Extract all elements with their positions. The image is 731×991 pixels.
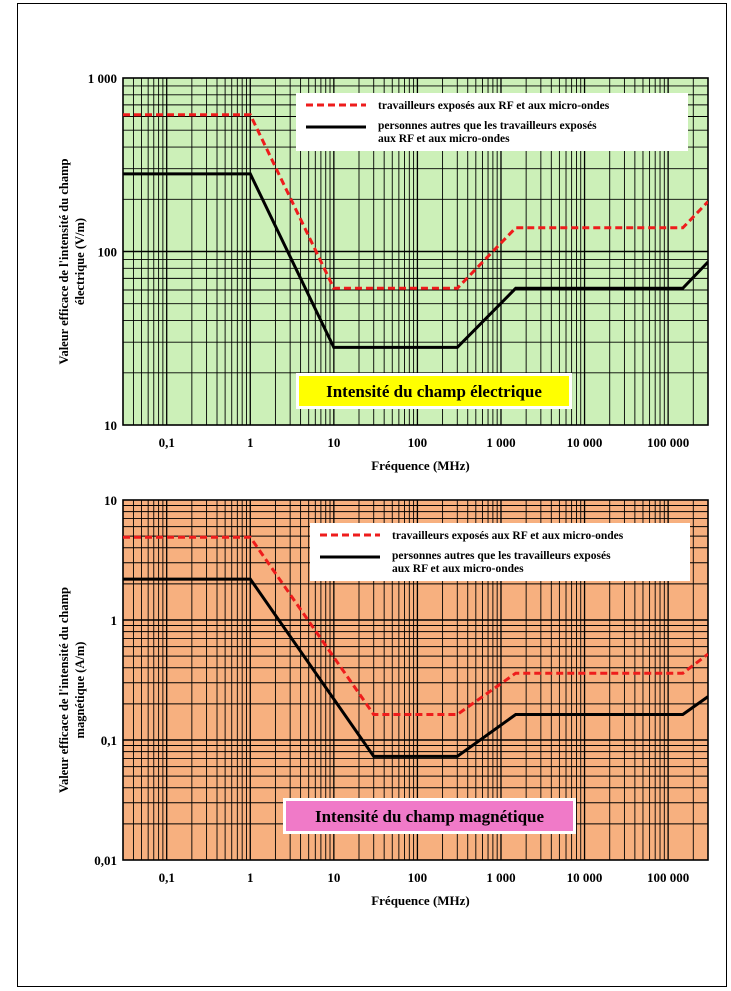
legend-label: travailleurs exposés aux RF et aux micro… (378, 100, 610, 112)
annotation-text: Intensité du champ électrique (326, 382, 542, 401)
x-tick-label: 100 000 (647, 435, 689, 450)
y-tick-label: 100 (98, 245, 118, 260)
y-axis-title-line: Valeur efficace de l'intensité du champ (57, 587, 71, 793)
x-tick-label: 1 (247, 435, 254, 450)
annotation: Intensité du champ magnétique (283, 798, 576, 834)
annotation: Intensité du champ électrique (296, 373, 572, 409)
series-group (123, 535, 708, 758)
x-tick-label: 1 000 (486, 870, 515, 885)
y-axis-title: Valeur efficace de l'intensité du champ m… (57, 587, 87, 793)
legend: travailleurs exposés aux RF et aux micro… (296, 93, 688, 151)
legend-box (310, 523, 690, 581)
x-axis-title: Fréquence (MHz) (371, 458, 470, 473)
x-axis-title: Fréquence (MHz) (371, 893, 470, 908)
legend-label: travailleurs exposés aux RF et aux micro… (392, 530, 624, 542)
y-axis-title: Valeur efficace de l'intensité du champ é… (57, 159, 87, 365)
y-tick-label: 1 000 (88, 71, 117, 86)
plot-frame (122, 499, 709, 861)
page-frame (17, 3, 727, 987)
x-tick-label: 10 (327, 435, 340, 450)
y-tick-label: 0,01 (94, 853, 117, 868)
annotation-text: Intensité du champ magnétique (315, 807, 545, 826)
x-tick-label: 0,1 (159, 870, 175, 885)
y-axis-title-line: électrique (V/m) (73, 218, 87, 305)
legend: travailleurs exposés aux RF et aux micro… (310, 523, 690, 581)
legend-label: aux RF et aux micro-ondes (378, 133, 510, 145)
series-line-public (123, 577, 708, 758)
x-tick-label: 1 000 (486, 435, 515, 450)
annotation-fill (286, 801, 573, 831)
legend-label: personnes autres que les travailleurs ex… (392, 550, 611, 562)
y-axis-title-line: Valeur efficace de l'intensité du champ (57, 159, 71, 365)
x-tick-label: 100 (408, 870, 428, 885)
series-line-workers (123, 113, 708, 290)
series-line-public (123, 172, 708, 349)
x-tick-label: 0,1 (159, 435, 175, 450)
grid (123, 78, 708, 425)
chart-2: 0,1 1 10 100 1 000 10 000 100 000 0,01 0,1 1 10 Fré… (57, 493, 709, 908)
x-tick-label: 1 (247, 870, 254, 885)
annotation-fill (299, 376, 569, 406)
y-tick-label: 1 (111, 613, 118, 628)
x-tick-label: 10 000 (567, 870, 603, 885)
legend-label: aux RF et aux micro-ondes (392, 563, 524, 575)
series-group (123, 113, 708, 349)
plot-frame (122, 77, 709, 426)
series-line-workers (123, 535, 708, 716)
x-tick-label: 10 (327, 870, 340, 885)
y-axis-title-line: magnétique (A/m) (73, 642, 87, 739)
y-tick-label: 0,1 (101, 733, 117, 748)
x-tick-label: 100 (408, 435, 428, 450)
legend-label: personnes autres que les travailleurs ex… (378, 120, 597, 132)
y-tick-label: 10 (104, 418, 117, 433)
x-tick-label: 100 000 (647, 870, 689, 885)
chart-1: 0,1 1 10 100 1 000 10 000 100 000 10 100 1 000 Fré… (57, 71, 709, 473)
y-tick-label: 10 (104, 493, 117, 508)
x-tick-label: 10 000 (567, 435, 603, 450)
legend-box (296, 93, 688, 151)
